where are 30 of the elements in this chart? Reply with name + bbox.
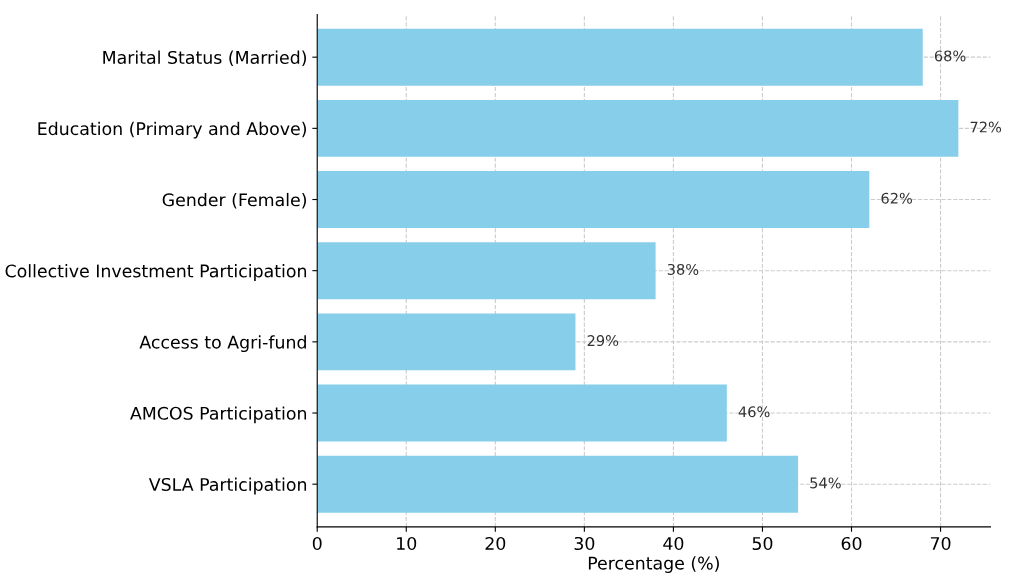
- bar: [317, 242, 656, 300]
- bar: [317, 171, 870, 228]
- x-tick-label: 0: [312, 536, 322, 551]
- x-tick-label: 70: [930, 536, 951, 551]
- y-tick-label: Gender (Female): [162, 192, 306, 209]
- x-tick-label: 10: [397, 536, 417, 551]
- bar: [317, 384, 727, 442]
- x-tick-label: 30: [574, 536, 595, 551]
- y-tick-label: AMCOS Participation: [130, 406, 307, 424]
- data-label: 54%: [810, 477, 841, 489]
- x-tick-label: 60: [841, 536, 862, 551]
- y-tick-label: Access to Agri-fund: [139, 335, 306, 353]
- y-tick-label: Marital Status (Married): [103, 50, 307, 67]
- bar: [317, 28, 923, 86]
- data-label: 46%: [738, 406, 770, 418]
- data-label: 29%: [587, 335, 619, 347]
- data-label: 72%: [970, 121, 1002, 133]
- bar: [317, 99, 959, 157]
- x-tick-label: 50: [752, 536, 773, 551]
- bar: [317, 313, 576, 371]
- x-axis-title: Percentage (%): [588, 556, 719, 573]
- y-tick-label: Collective Investment Participation: [5, 264, 307, 281]
- y-tick-label: VSLA Participation: [148, 477, 307, 495]
- bar: [317, 455, 799, 513]
- data-label: 62%: [881, 192, 913, 204]
- data-label: 68%: [934, 50, 966, 62]
- y-tick-label: Education (Primary and Above): [38, 121, 306, 139]
- data-label: 38%: [667, 263, 699, 275]
- x-tick-label: 40: [663, 536, 684, 551]
- x-tick-label: 20: [485, 536, 506, 551]
